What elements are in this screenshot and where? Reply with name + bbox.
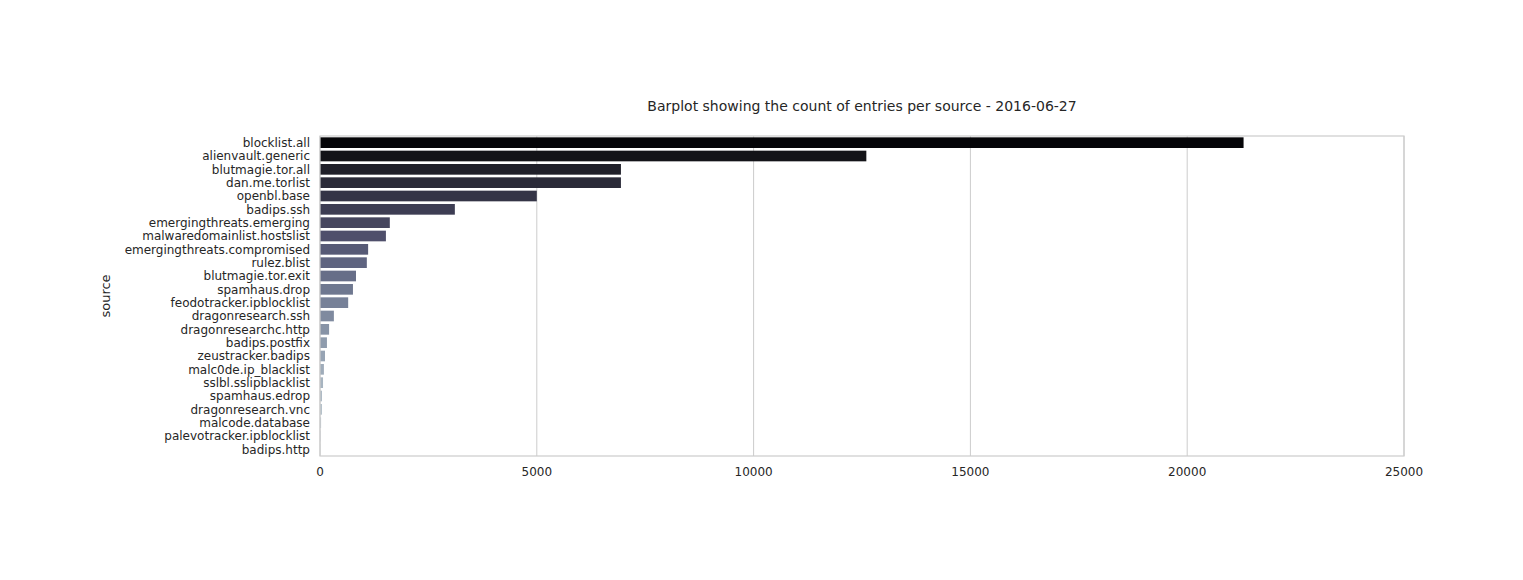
bar (320, 324, 329, 335)
category-label: palevotracker.ipblocklist (164, 429, 310, 443)
bar (320, 284, 353, 295)
bar (320, 191, 537, 202)
category-label: malc0de.ip_blacklist (188, 363, 310, 377)
grid-line (753, 136, 754, 456)
category-label: sslbl.sslipblacklist (203, 376, 310, 390)
bar (320, 164, 621, 175)
bar (320, 204, 455, 215)
category-label: dan.me.torlist (226, 176, 310, 190)
axis-label: source (98, 274, 113, 317)
category-label: rulez.blist (251, 256, 310, 270)
tick-label: 5000 (522, 465, 553, 479)
bar (320, 311, 334, 322)
chart: 0 5000 10000 15000 20000 25000 blocklist.allal… (0, 0, 1523, 580)
category-label: spamhaus.edrop (210, 389, 310, 403)
category-label: badips.ssh (246, 203, 310, 217)
category-label: blocklist.all (243, 136, 310, 150)
category-label: dragonresearch.vnc (190, 403, 310, 417)
category-label: spamhaus.drop (217, 283, 310, 297)
category-label: dragonresearch.ssh (192, 309, 310, 323)
tick-label: 20000 (1168, 465, 1206, 479)
category-label: badips.http (242, 443, 310, 457)
category-label: dragonresearchc.http (181, 323, 310, 337)
category-label: malcode.database (199, 416, 310, 430)
category-label: feodotracker.ipblocklist (171, 296, 311, 310)
tick-label: 25000 (1385, 465, 1423, 479)
category-label: openbl.base (237, 189, 310, 203)
bar (320, 351, 325, 362)
category-label: badips.postfix (226, 336, 310, 350)
category-label: blutmagie.tor.all (212, 163, 310, 177)
grid-line (1187, 136, 1188, 456)
tick-label: 15000 (951, 465, 989, 479)
bar (320, 137, 1244, 148)
bar (320, 257, 367, 268)
tick-label: 10000 (735, 465, 773, 479)
grid-line (970, 136, 971, 456)
category-label: zeustracker.badips (198, 349, 310, 363)
bar (320, 337, 327, 348)
tick-label: 0 (316, 465, 324, 479)
bars (320, 137, 1244, 454)
category-label: emergingthreats.compromised (125, 243, 310, 257)
bar (320, 271, 356, 282)
bar (320, 151, 866, 162)
category-label: emergingthreats.emerging (149, 216, 310, 230)
bar (320, 231, 386, 242)
category-label: alienvault.generic (202, 149, 310, 163)
category-label: blutmagie.tor.exit (204, 269, 311, 283)
bar (320, 244, 368, 255)
title: Barplot showing the count of entries per… (647, 98, 1076, 114)
plot-frame (320, 136, 1404, 456)
bar (320, 177, 621, 188)
bar (320, 217, 390, 228)
category-label: malwaredomainlist.hostslist (142, 229, 310, 243)
bar (320, 297, 348, 308)
